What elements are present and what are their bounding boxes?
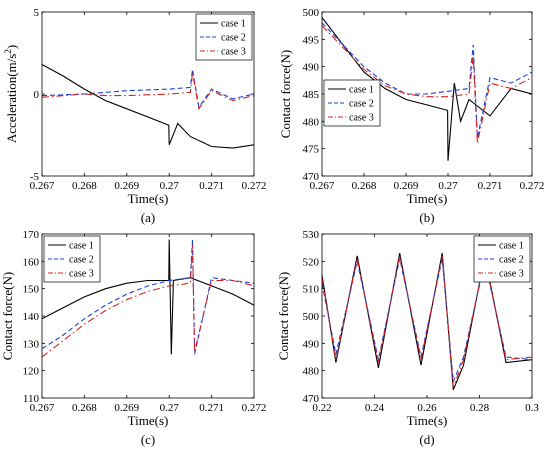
legend-label: case 3: [69, 269, 94, 280]
x-tick-label: 0.268: [352, 180, 377, 192]
legend-label: case 2: [499, 255, 524, 266]
panel-1: 0.267 0.268 0.269 0.27 0.271 0.272 470 475 480 48…: [278, 7, 544, 225]
y-tick-label: 485: [303, 89, 320, 101]
legend: case 1 case 2 case 3: [323, 79, 381, 127]
panel-label: (d): [419, 432, 434, 447]
x-axis-label: Time(s): [407, 191, 448, 206]
series-line-2: [322, 22, 532, 138]
y-tick-label: 500: [303, 7, 320, 19]
y-tick-label: 520: [303, 256, 320, 268]
legend-label: case 1: [69, 241, 94, 252]
x-tick-label: 0.26: [417, 402, 437, 414]
series-line-1: [322, 17, 532, 161]
x-tick-label: 0.3: [525, 402, 539, 414]
y-tick-label: 475: [303, 144, 320, 156]
y-tick-label: 160: [23, 256, 40, 268]
y-tick-label: 150: [23, 284, 40, 296]
legend: case 1 case 2 case 3: [195, 13, 253, 61]
y-tick-label: 0: [34, 89, 40, 101]
legend-label: case 2: [221, 33, 246, 44]
y-tick-label: 500: [303, 311, 320, 323]
x-tick-label: 0.267: [30, 180, 55, 192]
series-line-3: [42, 244, 254, 358]
y-tick-label: 130: [23, 338, 40, 350]
x-tick-label: 0.27: [438, 180, 458, 192]
series-line-2: [42, 239, 254, 355]
series-line-1: [42, 239, 254, 355]
y-tick-label: -5: [30, 171, 40, 183]
legend-box: [473, 235, 531, 283]
y-tick-label: 110: [23, 393, 40, 405]
y-tick-label: 490: [303, 338, 320, 350]
y-axis-label: Contact force(N): [278, 50, 293, 138]
x-tick-label: 0.272: [242, 180, 267, 192]
panel-label: (b): [419, 210, 434, 225]
x-tick-label: 0.24: [365, 402, 385, 414]
series-line-1: [42, 64, 254, 149]
x-tick-label: 0.272: [242, 402, 267, 414]
y-axis-label: Acceleration(m/s2): [3, 45, 19, 143]
x-tick-label: 0.269: [394, 180, 419, 192]
x-tick-label: 0.271: [478, 180, 503, 192]
x-tick-label: 0.267: [310, 180, 335, 192]
legend-label: case 3: [349, 113, 374, 124]
y-tick-label: 510: [303, 284, 320, 296]
legend: case 1 case 2 case 3: [43, 235, 101, 283]
x-tick-label: 0.27: [160, 402, 180, 414]
x-tick-label: 0.272: [520, 180, 545, 192]
series-line-3: [42, 72, 254, 111]
legend-box: [43, 235, 101, 283]
panel-label: (c): [141, 432, 155, 447]
x-tick-label: 0.271: [199, 402, 224, 414]
y-tick-label: 5: [34, 7, 40, 19]
panel-2: 0.267 0.268 0.269 0.27 0.271 0.272 110 120 130 14…: [0, 229, 266, 447]
y-tick-label: 530: [303, 229, 320, 241]
x-axis-label: Time(s): [407, 413, 448, 428]
y-axis-label: Contact force(N): [276, 272, 291, 360]
y-tick-label: 490: [303, 62, 320, 74]
x-tick-label: 0.269: [114, 180, 139, 192]
legend-label: case 2: [69, 255, 94, 266]
x-tick-label: 0.22: [312, 402, 331, 414]
x-tick-label: 0.267: [30, 402, 55, 414]
panel-3: 0.22 0.24 0.26 0.28 0.3 470 480 490 500 510 520 530…: [276, 229, 539, 447]
series-line-2: [42, 69, 254, 109]
series-line-3: [322, 25, 532, 144]
x-axis-label: Time(s): [128, 413, 169, 428]
panel-label: (a): [141, 210, 155, 225]
x-axis-label: Time(s): [128, 191, 169, 206]
y-tick-label: 470: [303, 393, 320, 405]
panel-0: 0.267 0.268 0.269 0.27 0.271 0.272 -5 0 5 Time(s)…: [3, 7, 266, 225]
legend-box: [195, 13, 253, 61]
legend-label: case 1: [349, 85, 374, 96]
x-tick-label: 0.268: [72, 180, 97, 192]
y-tick-label: 140: [23, 311, 40, 323]
y-tick-label: 170: [23, 229, 40, 241]
legend-label: case 3: [499, 269, 524, 280]
y-tick-label: 470: [303, 171, 320, 183]
y-tick-label: 495: [303, 34, 320, 46]
legend: case 1 case 2 case 3: [473, 235, 531, 283]
legend-label: case 1: [221, 19, 246, 30]
x-tick-label: 0.28: [470, 402, 490, 414]
y-axis-label: Contact force(N): [0, 272, 15, 360]
y-tick-label: 480: [303, 116, 320, 128]
y-tick-label: 480: [303, 366, 320, 378]
legend-label: case 2: [349, 99, 374, 110]
x-tick-label: 0.27: [160, 180, 180, 192]
x-tick-label: 0.268: [72, 402, 97, 414]
x-tick-label: 0.271: [199, 180, 224, 192]
legend-box: [323, 79, 381, 127]
legend-label: case 1: [499, 241, 524, 252]
y-tick-label: 120: [23, 366, 40, 378]
legend-label: case 3: [221, 47, 246, 58]
x-tick-label: 0.269: [114, 402, 139, 414]
series-line-2: [322, 258, 532, 382]
